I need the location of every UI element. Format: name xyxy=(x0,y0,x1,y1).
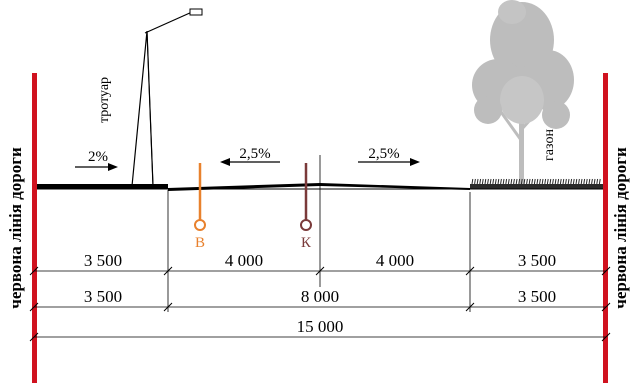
grass-blade xyxy=(584,179,585,184)
grass-blade xyxy=(542,179,543,184)
grass-blade xyxy=(555,179,556,184)
grass-blade xyxy=(480,179,481,184)
grass-blade xyxy=(568,179,569,184)
grass-blade xyxy=(477,179,478,184)
grass-blade xyxy=(508,179,509,184)
dim-carriageway: 8 000 xyxy=(301,287,339,306)
grass-blade xyxy=(534,179,535,184)
dim-total: 15 000 xyxy=(297,317,344,336)
grass-blade xyxy=(558,179,559,184)
grass-blade xyxy=(550,179,551,184)
grass-blade xyxy=(493,179,494,184)
grass-blade xyxy=(547,179,548,184)
grass-blade xyxy=(597,179,598,184)
grass-blade xyxy=(537,179,538,184)
right-carriageway-slope: 2,5% xyxy=(358,146,420,166)
dim-sidewalk-2: 3 500 xyxy=(84,287,122,306)
grass-blade xyxy=(579,179,580,184)
water-pipe-marker: В xyxy=(195,163,205,251)
lawn-label: газон xyxy=(542,129,557,161)
grass-blade xyxy=(589,179,590,184)
sidewalk-slope-label: 2% xyxy=(88,149,108,165)
grass-blade xyxy=(581,179,582,184)
dim-sidewalk-1: 3 500 xyxy=(84,251,122,270)
grass-blade xyxy=(488,179,489,184)
left-carriageway-slope: 2,5% xyxy=(220,146,280,166)
grass-blade xyxy=(532,179,533,184)
grass-blade xyxy=(563,179,564,184)
grass-blade xyxy=(485,179,486,184)
right-slope-label: 2,5% xyxy=(368,146,399,162)
grass-blade xyxy=(529,179,530,184)
water-pipe-label: В xyxy=(195,235,205,251)
grass-blade xyxy=(576,179,577,184)
grass-blade xyxy=(540,179,541,184)
tree-icon xyxy=(472,0,574,185)
grass-blade xyxy=(503,179,504,184)
sewer-pipe-label: К xyxy=(301,235,312,251)
grass-blade xyxy=(571,179,572,184)
sidewalk-slope: 2% xyxy=(75,149,118,171)
left-slope-label: 2,5% xyxy=(239,146,270,162)
grass-blade xyxy=(501,179,502,184)
grass-blade xyxy=(573,179,574,184)
grass-blade xyxy=(527,179,528,184)
grass-blade xyxy=(560,179,561,184)
dim-lane-left: 4 000 xyxy=(225,251,263,270)
sewer-pipe-marker: К xyxy=(301,163,312,251)
dim-lawn-1: 3 500 xyxy=(518,251,556,270)
grass-blade xyxy=(586,179,587,184)
grass-blade xyxy=(506,179,507,184)
grass-blade xyxy=(599,179,600,184)
grass-blade xyxy=(498,179,499,184)
grass-blade xyxy=(511,179,512,184)
red-line-label-right: червона лінія дороги xyxy=(611,147,630,309)
grass-blade xyxy=(516,179,517,184)
grass-blade xyxy=(482,179,483,184)
sidewalk-surface xyxy=(37,184,168,189)
dim-lane-right: 4 000 xyxy=(376,251,414,270)
lawn-surface xyxy=(470,179,603,189)
grass-blade xyxy=(475,179,476,184)
street-lamp-icon xyxy=(132,9,202,186)
roadway-surface xyxy=(168,183,470,191)
grass-blade xyxy=(524,179,525,184)
grass-blade xyxy=(592,179,593,184)
red-line-right xyxy=(603,73,608,383)
grass-blade xyxy=(553,179,554,184)
grass-blade xyxy=(594,179,595,184)
sidewalk-label: тротуар xyxy=(97,77,112,123)
grass-blade xyxy=(472,179,473,184)
red-line-label-left: червона лінія дороги xyxy=(6,147,25,309)
grass-blade xyxy=(514,179,515,184)
grass-blade xyxy=(495,179,496,184)
grass-blade xyxy=(490,179,491,184)
grass-blade xyxy=(545,179,546,184)
grass-blade xyxy=(566,179,567,184)
dim-lawn-2: 3 500 xyxy=(518,287,556,306)
